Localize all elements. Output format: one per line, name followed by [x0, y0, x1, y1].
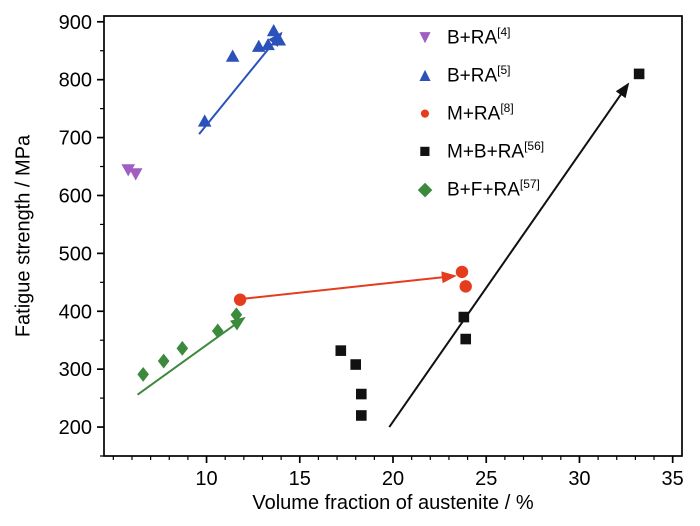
data-point — [197, 114, 212, 127]
data-point — [350, 359, 362, 370]
square-icon: ■ — [419, 140, 431, 162]
data-point — [272, 33, 287, 46]
legend-label: B+F+RA[57] — [447, 177, 540, 201]
y-tick-label: 700 — [59, 128, 92, 150]
legend-label: M+RA[8] — [447, 101, 514, 125]
y-tick-label: 800 — [59, 70, 92, 92]
diamond-icon: ◆ — [417, 178, 433, 200]
data-point — [233, 293, 247, 306]
y-tick-label: 600 — [59, 185, 92, 207]
y-tick-label: 900 — [59, 12, 92, 34]
data-point — [356, 410, 367, 421]
data-point — [356, 388, 367, 400]
legend-item: ▼ B+RA[4] — [412, 18, 544, 56]
legend-item: ■ M+B+RA[56] — [412, 132, 544, 170]
triangle-up-icon: ▲ — [415, 64, 435, 86]
data-point — [458, 311, 470, 323]
y-tick-label: 300 — [59, 359, 92, 381]
data-point — [633, 68, 645, 80]
y-axis-title: Fatigue strength / MPa — [12, 134, 35, 338]
data-point — [128, 168, 143, 181]
data-point — [266, 24, 281, 37]
y-tick-label: 200 — [59, 417, 92, 439]
x-axis-title: Volume fraction of austenite / % — [252, 492, 534, 514]
circle-icon: ● — [419, 102, 431, 124]
data-point — [157, 353, 170, 369]
data-point — [460, 333, 472, 345]
data-point — [176, 340, 189, 356]
legend: ▼ B+RA[4] ▲ B+RA[5] ● M+RA[8] ■ M+B+RA[56] ◆ B+F+… — [412, 18, 545, 208]
plot-frame — [103, 15, 683, 457]
x-tick-label: 35 — [662, 468, 684, 490]
data-point — [121, 164, 136, 177]
x-tick-label: 20 — [382, 468, 404, 490]
legend-item: ◆ B+F+RA[57] — [412, 170, 544, 208]
y-tick-label: 500 — [59, 243, 92, 265]
y-tick-label: 400 — [59, 301, 92, 323]
trend-arrow-line — [245, 271, 457, 300]
legend-label: M+B+RA[56] — [447, 139, 545, 163]
trend-arrow-line — [198, 31, 283, 135]
data-point — [455, 265, 469, 279]
legend-label: B+RA[4] — [447, 25, 511, 49]
data-point — [459, 280, 472, 293]
data-point — [261, 37, 275, 51]
x-tick-label: 10 — [195, 468, 217, 490]
trend-arrow-line — [388, 82, 630, 428]
triangle-down-icon: ▼ — [415, 26, 435, 48]
x-tick-label: 25 — [475, 468, 497, 490]
legend-label: B+RA[5] — [447, 63, 511, 87]
data-point — [211, 323, 224, 339]
x-tick-label: 15 — [289, 468, 311, 490]
data-point — [137, 366, 149, 382]
data-point — [225, 49, 240, 62]
data-point — [335, 345, 347, 356]
legend-item: ● M+RA[8] — [412, 94, 544, 132]
x-tick-label: 30 — [568, 468, 590, 490]
data-point — [230, 307, 243, 323]
legend-item: ▲ B+RA[5] — [412, 56, 544, 94]
trend-arrow-line — [136, 316, 246, 396]
